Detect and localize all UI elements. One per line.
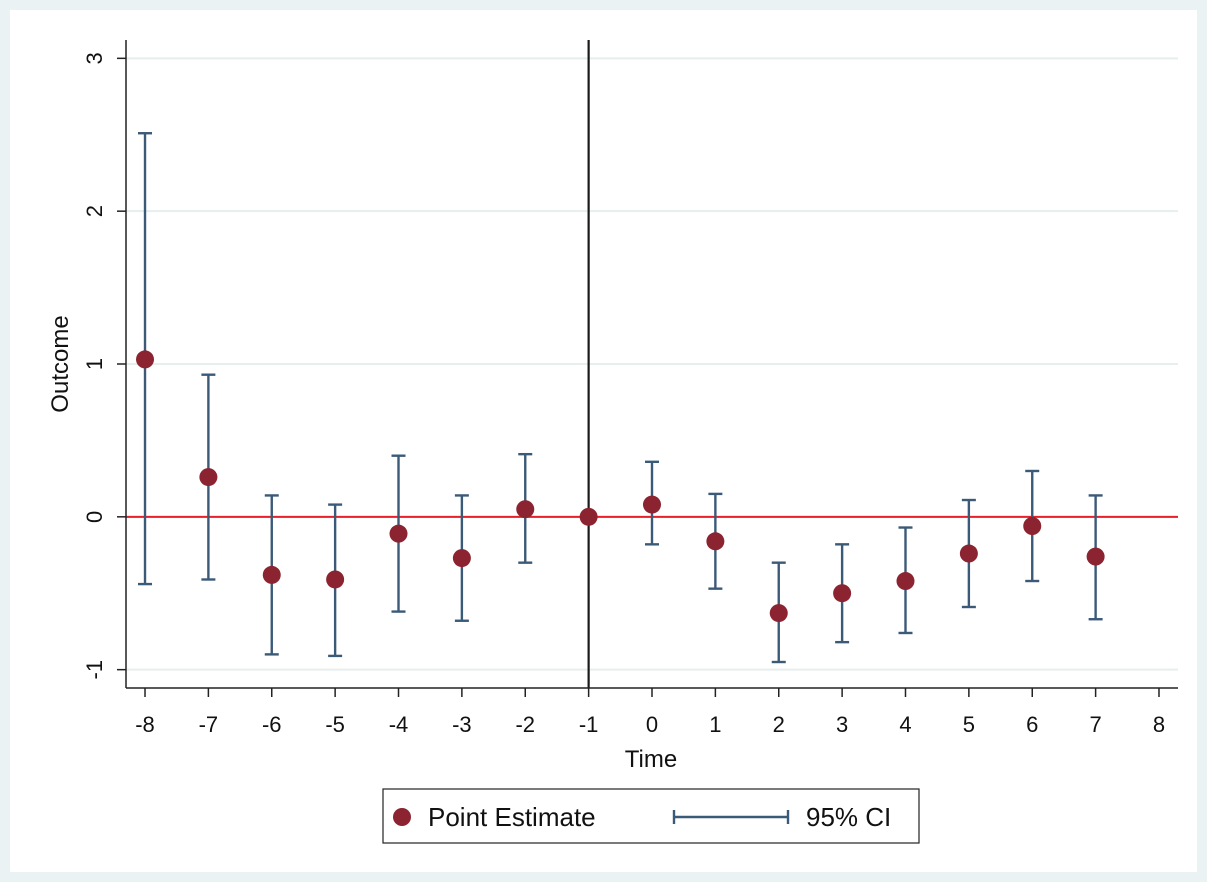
x-tick-label: -1 (579, 712, 599, 737)
point-estimate (769, 604, 788, 623)
y-tick-label: 0 (82, 511, 107, 523)
x-axis-title: Time (625, 746, 677, 773)
x-tick-label: 5 (963, 712, 975, 737)
legend-ci-label: 95% CI (806, 802, 891, 832)
x-tick-label: 4 (899, 712, 911, 737)
point-estimate (326, 570, 345, 589)
x-tick-label: -8 (135, 712, 155, 737)
x-tick-label: -3 (452, 712, 472, 737)
point-estimate (833, 584, 852, 603)
plot-area (10, 10, 1197, 872)
y-tick-label: -1 (82, 660, 107, 680)
point-estimate (896, 572, 915, 591)
point-estimate (389, 524, 408, 543)
legend-point-marker (393, 808, 411, 826)
point-estimate (959, 544, 978, 563)
point-estimate (1086, 547, 1105, 566)
x-tick-label: 6 (1026, 712, 1038, 737)
legend-ci-marker (672, 810, 790, 824)
point-estimate (452, 549, 471, 568)
legend-point-label: Point Estimate (428, 802, 596, 832)
point-estimate (262, 565, 281, 584)
point-estimate (1023, 517, 1042, 535)
x-tick-label: -2 (515, 712, 535, 737)
point-estimates (136, 350, 1105, 623)
x-tick-label: 3 (836, 712, 848, 737)
x-tick-label: -5 (325, 712, 345, 737)
point-estimate (136, 350, 155, 369)
x-tick-label: 7 (1089, 712, 1101, 737)
point-estimate (706, 532, 725, 551)
x-tick-label: 8 (1153, 712, 1165, 737)
axes: -1 0 1 2 3 -8 -7 -6 -5 -4 -3 -2 -1 0 1 2 3 4 5 6 7 8 (82, 40, 1178, 737)
y-tick-label: 1 (82, 358, 107, 370)
legend-box (382, 788, 920, 844)
x-tick-label: -6 (262, 712, 282, 737)
point-estimate (643, 495, 661, 514)
x-tick-label: 0 (646, 712, 658, 737)
point-estimate (579, 507, 598, 526)
y-tick-label: 2 (82, 205, 107, 217)
x-tick-label: 1 (709, 712, 721, 737)
x-tick-label: 2 (773, 712, 785, 737)
point-estimate (516, 500, 535, 519)
legend: Point Estimate 95% CI (382, 788, 920, 844)
x-tick-label: -7 (199, 712, 219, 737)
x-tick-label: -4 (389, 712, 409, 737)
point-estimate (199, 468, 218, 487)
y-axis-title: Outcome (47, 315, 74, 412)
y-tick-label: 3 (82, 52, 107, 64)
